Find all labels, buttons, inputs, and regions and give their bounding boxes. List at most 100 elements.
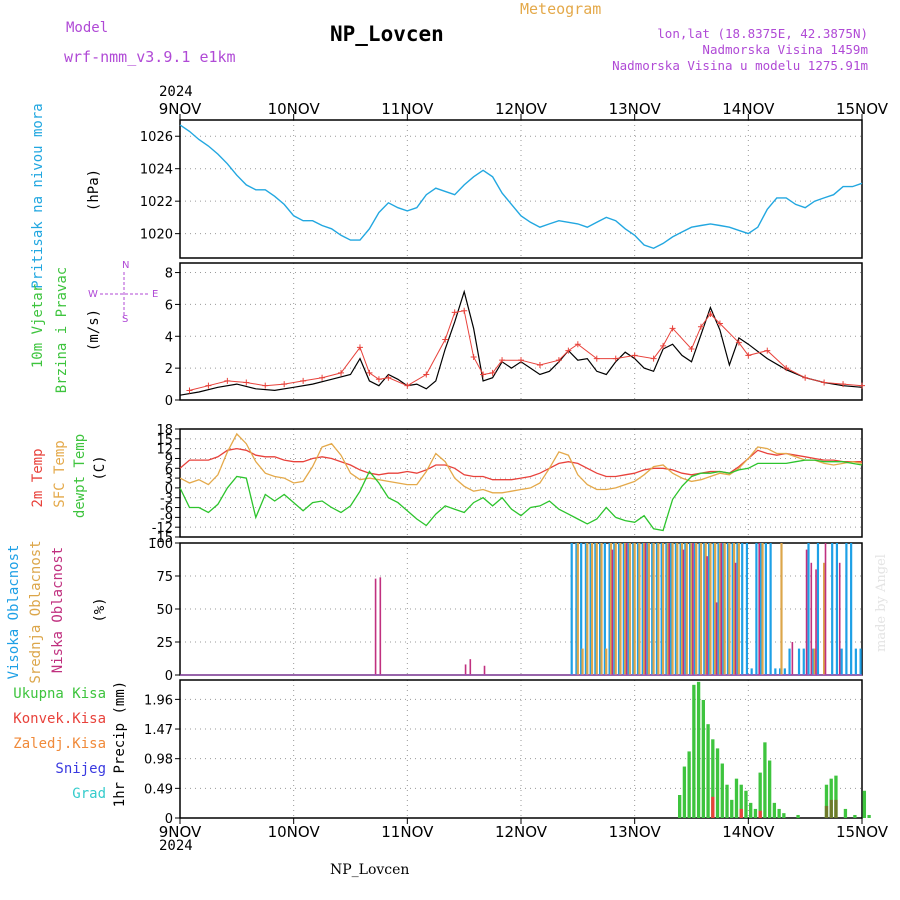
cloud-high-bar bbox=[665, 543, 668, 675]
gust-marker bbox=[650, 355, 657, 362]
cloud-high-bar bbox=[674, 543, 677, 675]
precip-convective-bar bbox=[758, 810, 762, 818]
cloud-high-bar bbox=[655, 543, 659, 675]
gust-marker bbox=[423, 371, 430, 378]
pressure-unit: (hPa) bbox=[86, 169, 102, 211]
panel-frame bbox=[179, 262, 863, 401]
wind-unit: (m/s) bbox=[86, 309, 102, 351]
cloud-low-bar bbox=[464, 664, 467, 675]
cloud-high-bar bbox=[622, 543, 625, 675]
x-tick-label-top: 15NOV bbox=[836, 100, 889, 118]
y-tick-label: 100 bbox=[148, 537, 173, 552]
precip-ylabel: 1hr Precip (mm) bbox=[112, 681, 128, 807]
cloud-mid-bar bbox=[780, 543, 783, 675]
cloud-low-bar bbox=[483, 665, 486, 675]
precip-total-bar bbox=[758, 772, 762, 818]
temp-sfc-line bbox=[179, 432, 863, 494]
cloud-high-bar bbox=[750, 668, 753, 675]
year-top: 2024 bbox=[159, 84, 193, 100]
gust-marker bbox=[707, 310, 714, 317]
cloud-high-bar bbox=[707, 543, 711, 675]
x-tick-label-bottom: 12NOV bbox=[495, 823, 548, 841]
gust-marker bbox=[840, 381, 847, 388]
x-tick-label-top: 12NOV bbox=[495, 100, 548, 118]
precip-total-bar bbox=[843, 808, 848, 818]
precip-total-bar bbox=[725, 784, 729, 818]
y-tick-label: 0.49 bbox=[144, 782, 173, 797]
gust-marker bbox=[821, 379, 828, 386]
cloud-high-bar bbox=[632, 543, 635, 675]
x-tick-label-bottom: 13NOV bbox=[609, 823, 662, 841]
gust-marker bbox=[593, 355, 600, 362]
precip-total-bar bbox=[772, 802, 777, 818]
gust-marker bbox=[243, 379, 250, 386]
x-tick-label-top: 9NOV bbox=[159, 100, 202, 118]
cloud-high-bar bbox=[689, 543, 692, 675]
pressure-line bbox=[179, 124, 863, 250]
cloud-low-bar bbox=[682, 549, 685, 675]
cloud-high-bar bbox=[584, 543, 588, 675]
cloud-mid-bar bbox=[643, 543, 646, 675]
cloud-low-bar bbox=[668, 543, 671, 675]
cloud-mid-bar bbox=[728, 543, 731, 675]
precip-total-bar bbox=[692, 684, 696, 818]
cloud-low-bar bbox=[692, 543, 694, 675]
y-tick-label: 0 bbox=[165, 812, 173, 827]
cloud-high-bar bbox=[807, 543, 810, 675]
gust-marker bbox=[518, 357, 524, 364]
gust-marker bbox=[281, 381, 288, 388]
temp-dewpt-line bbox=[179, 459, 863, 532]
precip-total-bar bbox=[715, 748, 720, 818]
cloud-mid-bar bbox=[647, 543, 650, 675]
y-tick-label: 0 bbox=[165, 482, 173, 497]
cloud-high-bar bbox=[594, 543, 597, 675]
precip-total-bar bbox=[763, 742, 767, 818]
cloud-mid-bar bbox=[695, 543, 698, 675]
gust-marker bbox=[745, 352, 752, 359]
cloud-high-bar bbox=[835, 543, 839, 675]
precip-legend-item: Zaledj.Kisa bbox=[13, 736, 106, 752]
cloud-low-bar bbox=[805, 549, 808, 675]
cloud-low-bar bbox=[625, 543, 628, 675]
cloud-mid-bar bbox=[699, 543, 703, 675]
model-label: Model bbox=[66, 20, 109, 36]
cloud-high-bar bbox=[651, 543, 654, 675]
cloud-mid-bar bbox=[595, 543, 598, 675]
compass-s: S bbox=[122, 314, 128, 325]
cloud-high-bar bbox=[745, 543, 749, 675]
cloud-high-ylabel: Visoka Oblacnost bbox=[6, 545, 22, 680]
gust-marker bbox=[319, 374, 326, 381]
pressure-ylabel: Pritisak na nivou mora bbox=[30, 103, 46, 288]
gust-marker bbox=[688, 346, 695, 353]
cloud-high-bar bbox=[698, 543, 701, 675]
precip-legend-item: Ukupna Kisa bbox=[13, 686, 106, 702]
cloud-high-bar bbox=[617, 543, 621, 675]
cloud-high-bar bbox=[693, 543, 696, 675]
y-tick-label: 25 bbox=[156, 636, 173, 651]
cloud-low-bar bbox=[734, 562, 737, 675]
y-tick-label: 15 bbox=[156, 433, 173, 448]
y-tick-label: 0.98 bbox=[144, 753, 173, 768]
gust-marker bbox=[565, 347, 572, 354]
x-tick-label-bottom: 11NOV bbox=[381, 823, 434, 841]
lonlat-label: lon,lat (18.8375E, 42.3875N) bbox=[657, 26, 868, 41]
gust-marker bbox=[470, 353, 477, 360]
temp-2m-ylabel: 2m Temp bbox=[30, 448, 46, 507]
gust-marker bbox=[660, 342, 667, 349]
gust-marker bbox=[574, 341, 581, 348]
y-tick-label: -12 bbox=[152, 521, 173, 536]
wind-gust-line bbox=[189, 310, 863, 391]
gust-marker bbox=[338, 369, 345, 376]
cloud-mid-bar bbox=[718, 543, 722, 675]
y-tick-label: 50 bbox=[156, 603, 173, 618]
precip-legend-item: Snijeg bbox=[55, 761, 106, 777]
gust-marker bbox=[461, 307, 468, 314]
year-bottom: 2024 bbox=[159, 838, 193, 854]
gust-marker bbox=[442, 336, 449, 343]
cloud-low-bar bbox=[758, 543, 761, 675]
cloud-low-bar bbox=[791, 642, 794, 675]
cloud-high-bar bbox=[712, 543, 715, 675]
y-tick-label: 18 bbox=[156, 423, 173, 438]
cloud-high-bar bbox=[613, 543, 616, 675]
